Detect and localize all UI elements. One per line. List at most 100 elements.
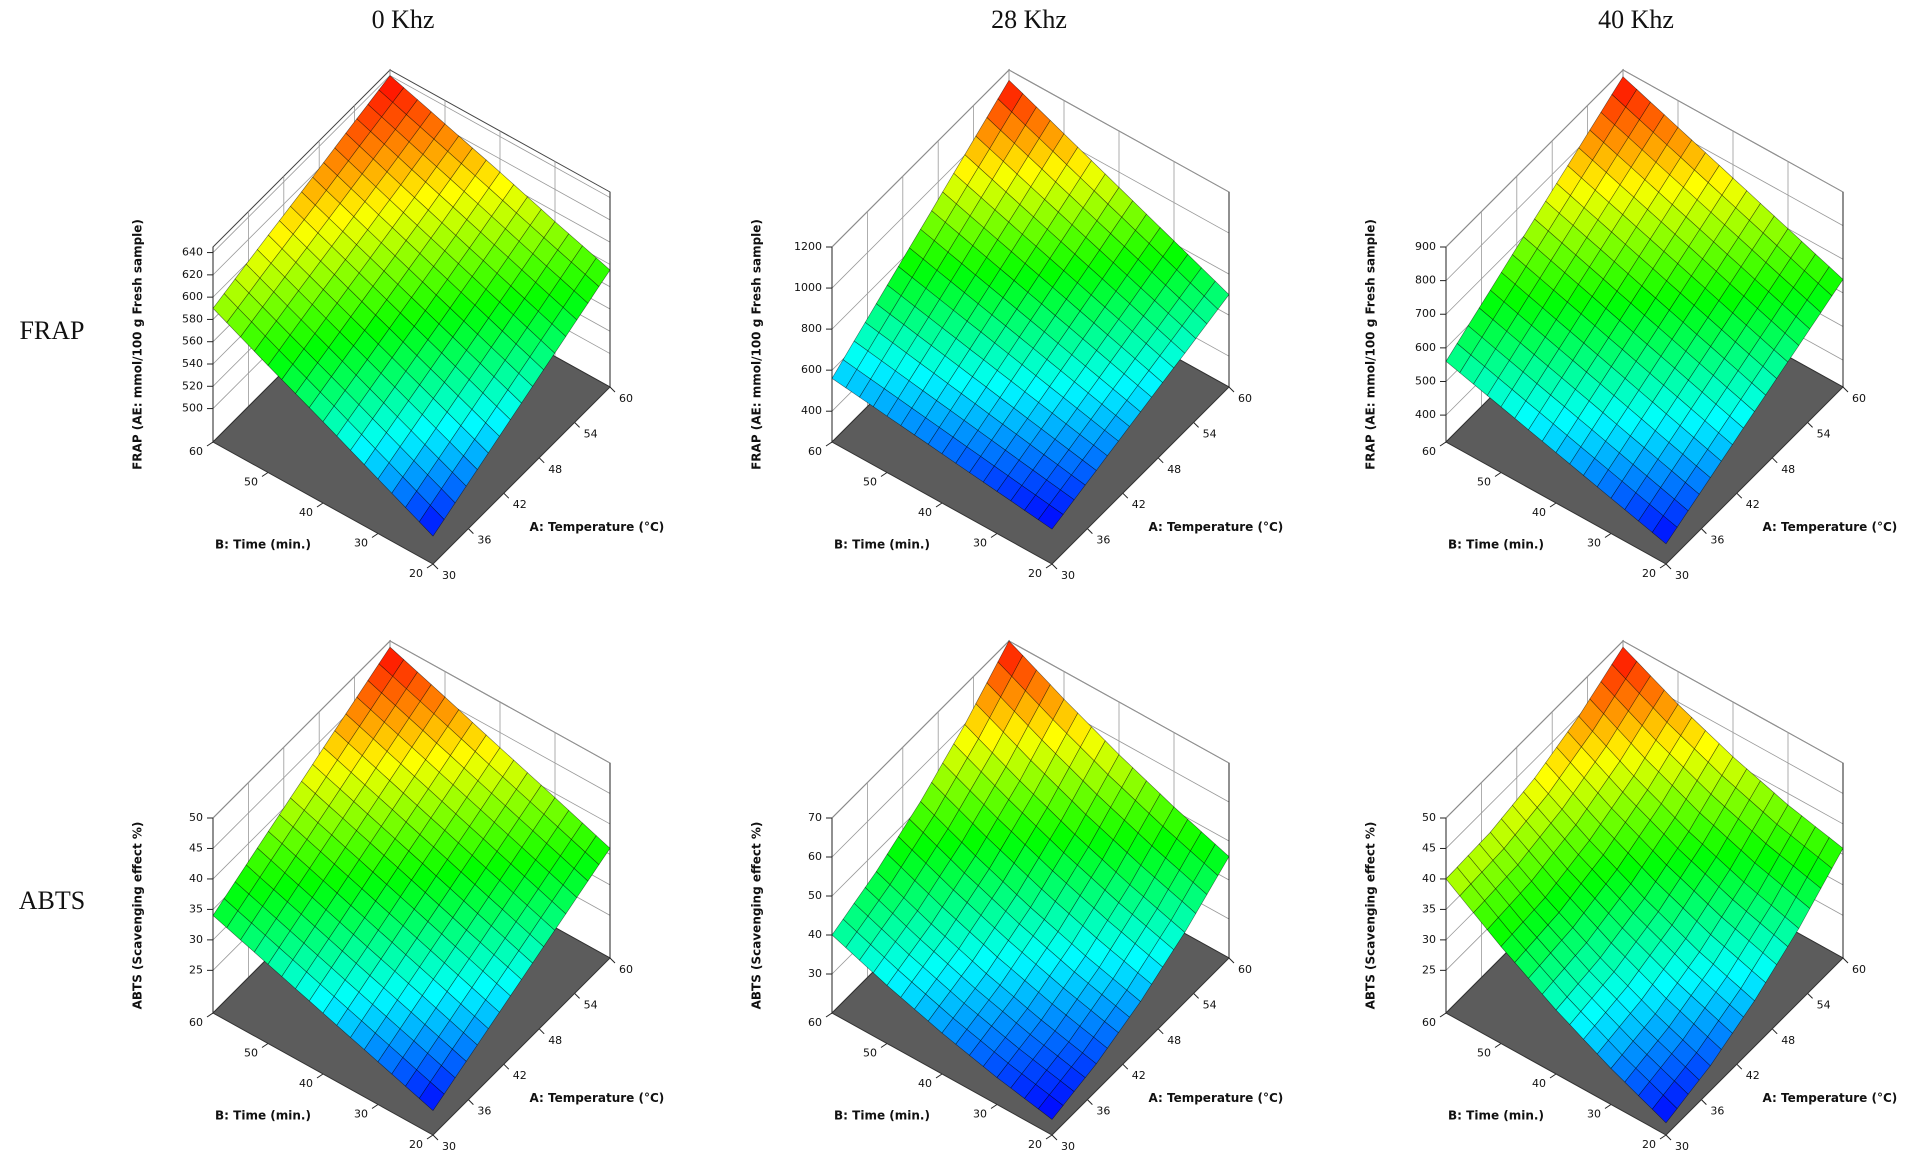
z-tick-label: 70 xyxy=(808,811,822,824)
x-tick-label: 60 xyxy=(1238,392,1252,405)
surface-plot: 25 30 35 40 45 50 30 36 42 48 54 60 20 30 40 50 60 A: Tem… xyxy=(131,639,665,1153)
tick-mark xyxy=(825,1012,833,1018)
y-axis-label: B: Time (min.) xyxy=(215,1109,311,1123)
grid-line xyxy=(1445,69,1624,248)
tick-mark xyxy=(206,1012,214,1018)
tick-mark xyxy=(880,1043,888,1048)
tick-mark xyxy=(468,528,474,534)
z-tick-label: 560 xyxy=(182,335,203,348)
tick-mark xyxy=(206,441,214,447)
x-tick-label: 36 xyxy=(477,534,491,547)
y-tick-label: 50 xyxy=(244,476,258,489)
tick-mark xyxy=(1045,563,1053,569)
y-tick-label: 60 xyxy=(189,1016,203,1029)
x-tick-label: 36 xyxy=(477,1105,491,1118)
tick-mark xyxy=(432,1134,439,1141)
x-tick-label: 48 xyxy=(1781,463,1795,476)
grid-line xyxy=(212,640,391,819)
tick-mark xyxy=(1771,1028,1778,1035)
x-tick-label: 42 xyxy=(1746,498,1760,511)
z-tick-label: 40 xyxy=(189,872,203,885)
z-tick-label: 400 xyxy=(1415,408,1436,421)
y-tick-label: 40 xyxy=(299,1077,313,1090)
x-axis-label: A: Temperature (°C) xyxy=(1149,1091,1284,1105)
y-tick-label: 60 xyxy=(808,1016,822,1029)
y-tick-label: 20 xyxy=(409,1138,423,1151)
surface-plot: 25 30 35 40 45 50 30 36 42 48 54 60 20 30 40 50 60 A: Tem… xyxy=(1364,639,1897,1153)
x-axis-label: A: Temperature (°C) xyxy=(530,1091,665,1105)
x-tick-label: 54 xyxy=(1203,427,1217,440)
y-tick-label: 40 xyxy=(1532,1077,1546,1090)
z-tick-label: 40 xyxy=(808,928,822,941)
tick-mark xyxy=(1736,492,1743,499)
tick-mark xyxy=(935,502,943,508)
y-axis-label: B: Time (min.) xyxy=(834,1109,930,1123)
z-tick-label: 50 xyxy=(189,811,203,824)
z-tick-label: 40 xyxy=(1422,872,1436,885)
x-tick-label: 30 xyxy=(1061,569,1075,582)
z-tick-label: 50 xyxy=(808,889,822,902)
tick-mark xyxy=(609,386,616,393)
z-axis-label: ABTS (Scavenging effect %) xyxy=(131,822,145,1010)
y-axis-label: B: Time (min.) xyxy=(1448,538,1544,552)
y-tick-label: 60 xyxy=(1422,445,1436,458)
y-tick-label: 50 xyxy=(1477,1047,1491,1060)
x-tick-label: 60 xyxy=(1852,392,1866,405)
row-label: FRAP xyxy=(19,316,84,345)
tick-mark xyxy=(1701,528,1707,534)
z-tick-label: 520 xyxy=(182,379,203,392)
surface-patch xyxy=(418,1081,445,1112)
tick-mark xyxy=(1193,993,1199,999)
z-tick-label: 35 xyxy=(1422,902,1436,915)
y-tick-label: 50 xyxy=(863,1047,877,1060)
y-tick-label: 50 xyxy=(1477,476,1491,489)
column-title: 0 Khz xyxy=(372,5,435,34)
tick-mark xyxy=(538,457,545,464)
tick-mark xyxy=(1604,1104,1612,1109)
z-tick-label: 600 xyxy=(182,290,203,303)
surface-plot: 400 600 800 1000 1200 30 36 42 48 54 60 20 30 40 50 60 A… xyxy=(750,68,1284,582)
x-tick-label: 42 xyxy=(1746,1069,1760,1082)
tick-mark xyxy=(1439,441,1447,447)
tick-mark xyxy=(1228,957,1235,964)
x-tick-label: 42 xyxy=(513,498,527,511)
tick-mark xyxy=(468,1099,474,1105)
y-tick-label: 40 xyxy=(1532,506,1546,519)
y-tick-label: 60 xyxy=(1422,1016,1436,1029)
tick-mark xyxy=(1842,957,1849,964)
tick-mark xyxy=(1659,1134,1667,1140)
surface-plot: 400 500 600 700 800 900 30 36 42 48 54 60 20 30 40 50 60… xyxy=(1364,68,1897,582)
tick-mark xyxy=(1807,422,1813,428)
y-tick-label: 60 xyxy=(808,445,822,458)
y-tick-label: 40 xyxy=(918,506,932,519)
x-tick-label: 36 xyxy=(1710,1105,1724,1118)
tick-mark xyxy=(538,1028,545,1035)
grid-line xyxy=(212,75,391,253)
tick-mark xyxy=(1122,492,1129,499)
x-tick-label: 60 xyxy=(1238,963,1252,976)
tick-mark xyxy=(503,492,510,499)
x-axis-label: A: Temperature (°C) xyxy=(1149,520,1284,534)
tick-mark xyxy=(1549,502,1557,508)
z-tick-label: 45 xyxy=(189,841,203,854)
tick-mark xyxy=(574,422,580,428)
tick-mark xyxy=(1494,472,1502,477)
tick-mark xyxy=(1771,457,1778,464)
tick-mark xyxy=(316,1073,324,1079)
z-tick-label: 500 xyxy=(1415,374,1436,387)
y-tick-label: 30 xyxy=(973,537,987,550)
x-tick-label: 54 xyxy=(1817,427,1831,440)
y-tick-label: 50 xyxy=(244,1047,258,1060)
z-tick-label: 50 xyxy=(1422,811,1436,824)
y-tick-label: 20 xyxy=(1642,567,1656,580)
tick-mark xyxy=(1665,563,1672,570)
tick-mark xyxy=(880,472,888,477)
y-tick-label: 30 xyxy=(354,537,368,550)
tick-mark xyxy=(990,533,998,538)
x-tick-label: 30 xyxy=(1675,1140,1689,1153)
z-tick-label: 35 xyxy=(189,902,203,915)
tick-mark xyxy=(1701,1099,1707,1105)
y-tick-label: 20 xyxy=(1028,567,1042,580)
x-tick-label: 30 xyxy=(442,569,456,582)
x-tick-label: 60 xyxy=(619,392,633,405)
